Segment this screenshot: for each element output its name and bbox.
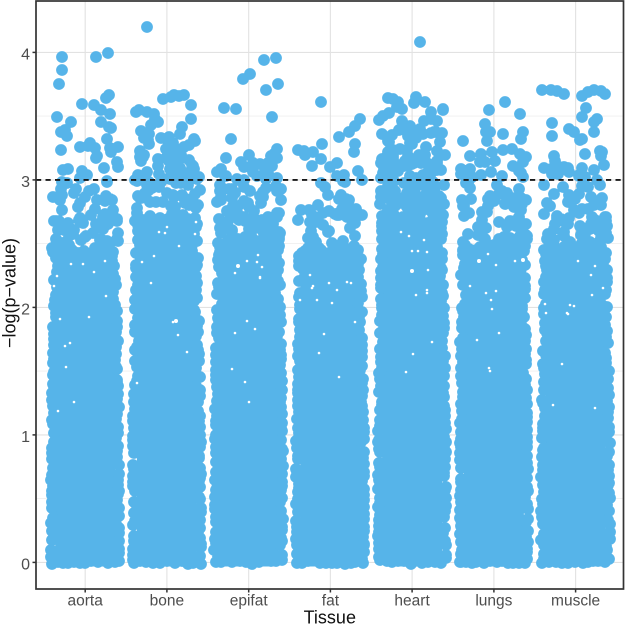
svg-text:bone: bone: [150, 592, 184, 609]
svg-text:epifat: epifat: [230, 592, 269, 609]
svg-text:0: 0: [21, 556, 30, 573]
svg-text:4: 4: [21, 46, 30, 63]
svg-text:aorta: aorta: [68, 592, 104, 609]
svg-text:−log(p−value): −log(p−value): [0, 238, 20, 348]
svg-text:heart: heart: [394, 592, 430, 609]
svg-text:3: 3: [21, 174, 30, 191]
svg-text:muscle: muscle: [551, 592, 600, 609]
svg-text:2: 2: [21, 301, 30, 318]
svg-text:1: 1: [21, 429, 30, 446]
svg-text:Tissue: Tissue: [304, 608, 356, 625]
svg-text:fat: fat: [322, 592, 340, 609]
svg-text:lungs: lungs: [475, 592, 512, 609]
